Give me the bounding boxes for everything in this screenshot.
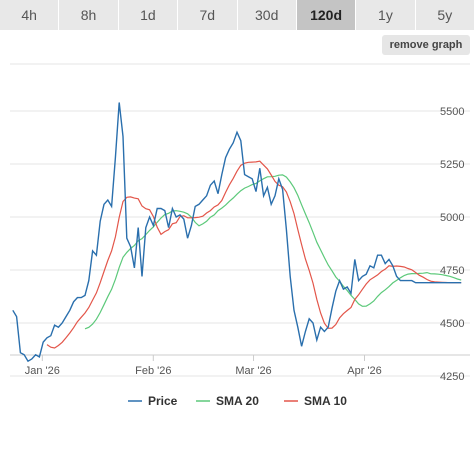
tab-30d[interactable]: 30d [237, 0, 297, 30]
y-tick-label: 4750 [440, 265, 464, 277]
sma20-line [84, 174, 462, 330]
legend-label: SMA 20 [216, 394, 259, 408]
tab-7d[interactable]: 7d [178, 0, 238, 30]
tab-120d[interactable]: 120d [296, 0, 357, 30]
legend-label: SMA 10 [304, 394, 347, 408]
y-tick-label: 5500 [440, 106, 464, 118]
x-tick-label: Feb '26 [135, 365, 171, 377]
x-tick-label: Jan '26 [25, 365, 60, 377]
sma10-line [46, 160, 462, 349]
tab-1y[interactable]: 1y [356, 0, 416, 30]
y-tick-label: 4250 [440, 371, 464, 383]
x-tick-label: Mar '26 [235, 365, 271, 377]
timeframe-tabs: 4h 8h 1d 7d 30d 120d 1y 5y [0, 0, 474, 30]
legend-item[interactable]: SMA 10 [284, 394, 347, 408]
tab-1d[interactable]: 1d [118, 0, 179, 30]
grid [10, 63, 470, 377]
tab-4h[interactable]: 4h [0, 0, 60, 30]
y-tick-label: 5250 [440, 159, 464, 171]
x-tick-label: Apr '26 [347, 365, 382, 377]
tab-8h[interactable]: 8h [59, 0, 119, 30]
legend-item[interactable]: SMA 20 [196, 394, 259, 408]
y-tick-label: 5000 [440, 212, 464, 224]
price-line [12, 102, 462, 363]
y-tick-label: 4500 [440, 318, 464, 330]
tab-5y[interactable]: 5y [415, 0, 474, 30]
legend-item[interactable]: Price [128, 394, 178, 408]
remove-graph-button[interactable]: remove graph [382, 35, 470, 55]
legend-label: Price [148, 394, 178, 408]
